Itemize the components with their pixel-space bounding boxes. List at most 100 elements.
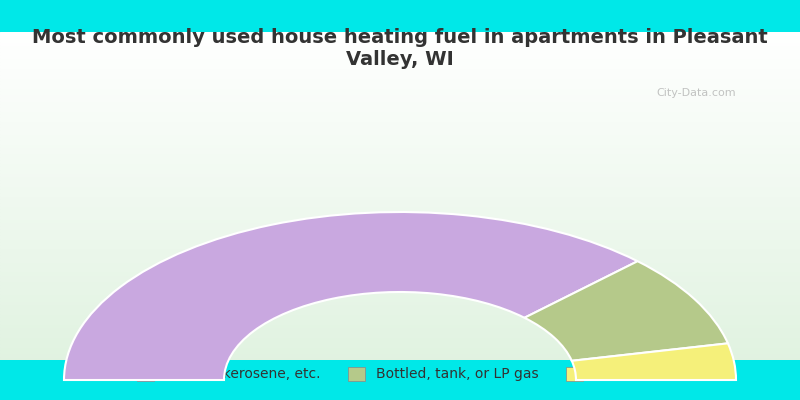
- Bar: [0, 71, 800, 75]
- Bar: [0, 354, 800, 357]
- Bar: [0, 304, 800, 308]
- Bar: [0, 327, 800, 330]
- Bar: [0, 176, 800, 180]
- Bar: [0, 298, 800, 301]
- Bar: [0, 193, 800, 196]
- Bar: [0, 163, 800, 166]
- Bar: [0, 209, 800, 212]
- Bar: [0, 196, 800, 199]
- Bar: [0, 153, 800, 157]
- Bar: [0, 137, 800, 140]
- Bar: [0, 38, 800, 42]
- Bar: [0, 212, 800, 216]
- Bar: [0, 32, 800, 35]
- Bar: [0, 262, 800, 265]
- Bar: [0, 219, 800, 222]
- Bar: [0, 48, 800, 52]
- Bar: [0, 58, 800, 62]
- Bar: [0, 245, 800, 248]
- Bar: [0, 301, 800, 304]
- Bar: [0, 344, 800, 347]
- Bar: [0, 134, 800, 137]
- Bar: [0, 255, 800, 258]
- Bar: [0, 222, 800, 226]
- Bar: [0, 62, 800, 65]
- Bar: [0, 324, 800, 327]
- Bar: [0, 248, 800, 252]
- Text: City-Data.com: City-Data.com: [656, 88, 736, 98]
- Bar: [0, 284, 800, 288]
- Bar: [0, 347, 800, 350]
- Bar: [0, 229, 800, 232]
- Bar: [0, 330, 800, 334]
- Bar: [0, 173, 800, 176]
- Bar: [0, 108, 800, 111]
- Bar: [0, 340, 800, 344]
- Bar: [0, 337, 800, 340]
- Bar: [0, 114, 800, 117]
- Bar: [0, 206, 800, 209]
- Bar: [0, 278, 800, 281]
- Bar: [0, 272, 800, 275]
- Bar: [0, 357, 800, 360]
- Bar: [0, 242, 800, 245]
- Bar: [0, 75, 800, 78]
- Bar: [0, 124, 800, 127]
- Bar: [0, 150, 800, 153]
- Bar: [0, 288, 800, 291]
- Bar: [0, 226, 800, 229]
- Bar: [0, 130, 800, 134]
- Bar: [0, 275, 800, 278]
- Text: Most commonly used house heating fuel in apartments in Pleasant Valley, WI: Most commonly used house heating fuel in…: [32, 28, 768, 69]
- Bar: [0, 101, 800, 104]
- Bar: [0, 321, 800, 324]
- Bar: [0, 120, 800, 124]
- Bar: [0, 88, 800, 91]
- Bar: [0, 147, 800, 150]
- Bar: [0, 52, 800, 55]
- Bar: [0, 268, 800, 272]
- Bar: [0, 117, 800, 120]
- Bar: [0, 252, 800, 255]
- Bar: [0, 35, 800, 38]
- Bar: [0, 334, 800, 337]
- Bar: [0, 140, 800, 144]
- Bar: [0, 186, 800, 190]
- Bar: [0, 202, 800, 206]
- Bar: [0, 68, 800, 71]
- Bar: [0, 98, 800, 101]
- Bar: [0, 291, 800, 294]
- Bar: [0, 127, 800, 130]
- Bar: [0, 235, 800, 239]
- Bar: [0, 170, 800, 173]
- Bar: [0, 350, 800, 354]
- Bar: [0, 317, 800, 321]
- Bar: [0, 84, 800, 88]
- Bar: [0, 144, 800, 147]
- Bar: [0, 65, 800, 68]
- Bar: [0, 78, 800, 81]
- Bar: [0, 314, 800, 317]
- Bar: [0, 81, 800, 84]
- Bar: [0, 281, 800, 284]
- Bar: [0, 55, 800, 58]
- Bar: [0, 42, 800, 45]
- Bar: [0, 294, 800, 298]
- Bar: [0, 258, 800, 262]
- Bar: [0, 190, 800, 193]
- Bar: [0, 91, 800, 94]
- Bar: [0, 232, 800, 235]
- Bar: [0, 45, 800, 48]
- Bar: [0, 239, 800, 242]
- Bar: [0, 111, 800, 114]
- Legend: Fuel oil, kerosene, etc., Bottled, tank, or LP gas, Electricity: Fuel oil, kerosene, etc., Bottled, tank,…: [137, 366, 663, 382]
- Bar: [0, 199, 800, 202]
- Bar: [0, 180, 800, 183]
- Bar: [0, 160, 800, 163]
- Bar: [0, 104, 800, 108]
- Bar: [0, 216, 800, 219]
- Bar: [0, 166, 800, 170]
- Bar: [0, 311, 800, 314]
- Bar: [0, 183, 800, 186]
- Bar: [0, 157, 800, 160]
